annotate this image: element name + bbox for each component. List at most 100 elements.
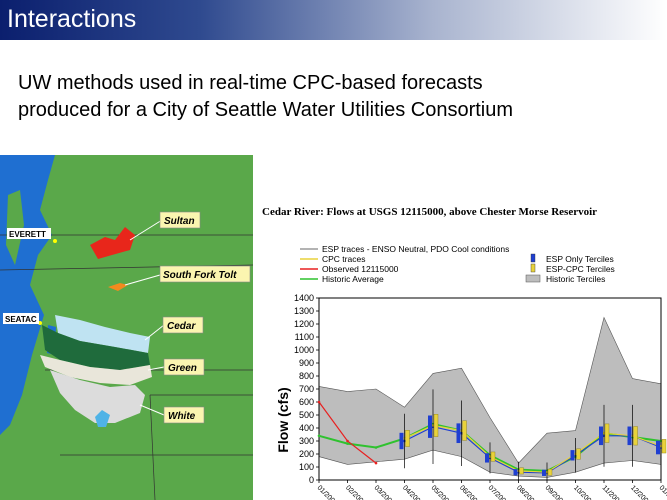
cedar-label: Cedar	[167, 321, 196, 332]
y-tick-label: 1000	[294, 345, 314, 355]
chart-legend: ESP traces - ENSO Neutral, PDO Cool cond…	[300, 244, 615, 284]
sultan-label-box	[159, 211, 201, 229]
chart-y-axis-label: Flow (cfs)	[275, 387, 291, 452]
x-tick-label: 12/2006	[629, 484, 652, 500]
slide-subtitle: UW methods used in real-time CPC-based f…	[18, 70, 658, 124]
x-tick-label: 05/2006	[430, 484, 453, 500]
x-tick-label: 03/2006	[373, 484, 396, 500]
y-tick-label: 200	[299, 449, 314, 459]
esp-only-tercile-box	[599, 426, 603, 446]
y-tick-label: 1300	[294, 306, 314, 316]
seatac-label-bg	[3, 313, 39, 324]
legend-swatch	[530, 263, 536, 273]
green-label: Green	[168, 363, 197, 374]
esp-cpc-tercile-box	[604, 423, 610, 443]
subtitle-line-2: produced for a City of Seattle Water Uti…	[18, 99, 514, 121]
map-land	[0, 155, 253, 500]
esp-only-tercile-box	[399, 432, 404, 450]
esp-only-tercile-box	[570, 450, 575, 461]
x-tick-label: 10/2006	[572, 484, 595, 500]
slide-title: Interactions	[7, 5, 137, 33]
x-tick-label: 11/2006	[601, 484, 624, 500]
x-tick-label: 08/2006	[515, 484, 538, 500]
green-label-box	[163, 358, 205, 376]
esp-only-tercile-box	[456, 423, 461, 444]
y-tick-label: 600	[299, 397, 314, 407]
white-watershed	[50, 370, 145, 423]
y-tick-label: 300	[299, 436, 314, 446]
label-leader-lines	[124, 219, 165, 416]
legend-label: ESP-CPC Terciles	[546, 264, 615, 274]
x-tick-label: 06/2006	[458, 484, 481, 500]
legend-label: CPC traces	[322, 254, 365, 264]
esp-cpc-tercile-box	[547, 468, 553, 476]
flow-chart: ESP traces - ENSO Neutral, PDO Cool cond…	[275, 244, 667, 500]
esp-only-tercile-box	[627, 426, 632, 446]
y-tick-label: 400	[299, 423, 314, 433]
esp-cpc-tercile-box	[633, 426, 638, 446]
cedar-watershed-lower	[42, 325, 150, 370]
x-tick-label: 01/2007	[658, 484, 667, 500]
y-tick-label: 1100	[295, 332, 314, 342]
esp-only-tercile-box	[542, 469, 546, 476]
y-tick-label: 1200	[294, 319, 314, 329]
y-tick-label: 900	[299, 358, 314, 368]
y-tick-label: 0	[309, 475, 314, 485]
x-tick-label: 07/2006	[487, 484, 510, 500]
glacier-icon	[95, 410, 110, 427]
esp-cpc-tercile-box	[433, 414, 439, 437]
legend-label: ESP Only Terciles	[546, 254, 614, 264]
esp-cpc-tercile-box	[462, 420, 467, 441]
map-island	[6, 190, 24, 265]
tolt-watershed	[108, 283, 128, 291]
esp-cpc-tercile-box	[405, 430, 410, 447]
cedar-watershed-upper	[55, 315, 150, 353]
legend-label: Historic Terciles	[546, 274, 605, 284]
x-tick-label: 04/2006	[401, 484, 424, 500]
series-point	[346, 439, 349, 443]
x-tick-label: 02/2006	[344, 484, 367, 500]
x-tick-label: 09/2006	[544, 484, 567, 500]
y-tick-label: 1400	[294, 293, 314, 303]
tolt-label: South Fork Tolt	[163, 270, 237, 281]
legend-label: Historic Average	[322, 274, 384, 284]
esp-only-tercile-box	[428, 415, 432, 438]
esp-only-tercile-box	[513, 469, 518, 476]
x-tick-label: 01/2006	[316, 484, 339, 500]
chart-title: Cedar River: Flows at USGS 12115000, abo…	[262, 206, 598, 218]
cedar-label-box	[162, 316, 204, 334]
everett-label-bg	[7, 228, 51, 239]
chart-plot-area: 0 100 200 300 400 500 600 700 800 900 1000 1100 1200…	[294, 293, 667, 500]
seatac-label: SEATAC	[5, 315, 37, 324]
everett-marker	[53, 239, 57, 243]
series-point	[346, 442, 349, 445]
esp-only-tercile-box	[485, 453, 489, 463]
y-tick-label: 500	[299, 410, 314, 420]
esp-cpc-tercile-box	[490, 451, 496, 462]
legend-label: Observed 12115000	[322, 264, 399, 274]
sultan-watershed	[90, 227, 135, 259]
series-point	[317, 400, 321, 404]
legend-swatch	[530, 253, 536, 263]
series-point	[374, 446, 378, 449]
series-point	[374, 461, 378, 465]
green-watershed	[40, 355, 152, 385]
y-tick-label: 800	[299, 371, 314, 381]
subtitle-line-1: UW methods used in real-time CPC-based f…	[18, 72, 483, 94]
series-line	[404, 426, 662, 474]
sultan-label: Sultan	[164, 216, 195, 227]
everett-label: EVERETT	[9, 230, 46, 239]
esp-cpc-tercile-box	[661, 439, 667, 454]
slide-title-bar: Interactions	[0, 0, 667, 40]
y-tick-label: 700	[299, 384, 314, 394]
white-label-box	[163, 406, 205, 424]
esp-cpc-tercile-box	[519, 467, 524, 475]
esp-only-tercile-box	[656, 440, 660, 455]
series-line	[404, 424, 662, 473]
tolt-label-box	[159, 265, 251, 283]
series-point	[317, 434, 321, 438]
legend-swatch	[525, 274, 541, 283]
esp-cpc-tercile-box	[576, 448, 581, 460]
y-tick-label: 100	[299, 462, 314, 472]
white-label: White	[168, 411, 196, 422]
